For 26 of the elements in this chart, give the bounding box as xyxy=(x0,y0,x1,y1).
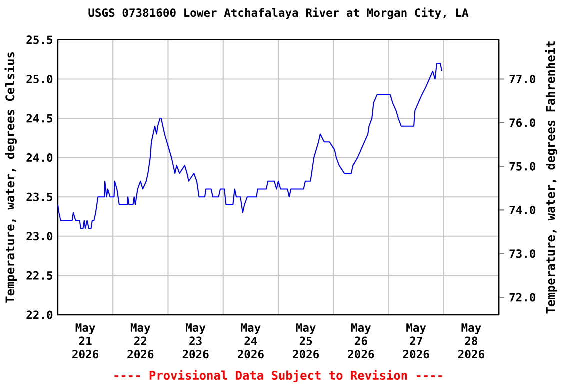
x-tick-label: May 24 2026 xyxy=(238,324,264,359)
x-tick-label: May 23 2026 xyxy=(182,324,209,359)
y-tick-label: 22.5 xyxy=(26,271,53,280)
y2-tick-label: 74.0 xyxy=(510,206,536,214)
y-tick-label: 24.0 xyxy=(26,154,53,162)
y-tick-label: 25.0 xyxy=(26,74,53,84)
chart-title: USGS 07381600 Lower Atchafalaya River at Morgan City, LA xyxy=(88,8,469,20)
y-tick-label: 23.5 xyxy=(26,192,53,202)
y-tick-label: 24.5 xyxy=(26,114,53,123)
x-tick-label: May 21 2026 xyxy=(72,324,99,359)
y-tick-label: 23.0 xyxy=(26,232,53,241)
y-tick-label: 22.0 xyxy=(26,310,53,320)
y2-tick-label: 72.0 xyxy=(510,293,536,302)
y-tick-label: 25.5 xyxy=(26,36,53,44)
x-tick-label: May 25 2026 xyxy=(293,324,320,359)
text: ---- Provisional Data Subject to Revision ---- xyxy=(114,370,442,382)
y2-tick-label: 76.0 xyxy=(510,118,536,128)
y-axis-title: Temperature, water, degrees Celsius xyxy=(4,52,17,303)
x-tick-label: May 26 2026 xyxy=(348,324,374,359)
x-tick-label: May 22 2026 xyxy=(128,324,154,359)
x-tick-label: May 27 2026 xyxy=(403,324,430,359)
y2-axis-title: Temperature, water, degrees Fahrenheit xyxy=(545,42,558,314)
y2-tick-label: 75.0 xyxy=(510,162,536,171)
x-tick-label: May 28 2026 xyxy=(458,324,484,359)
y2-tick-label: 73.0 xyxy=(510,250,536,258)
y2-tick-label: 77.0 xyxy=(510,74,536,84)
